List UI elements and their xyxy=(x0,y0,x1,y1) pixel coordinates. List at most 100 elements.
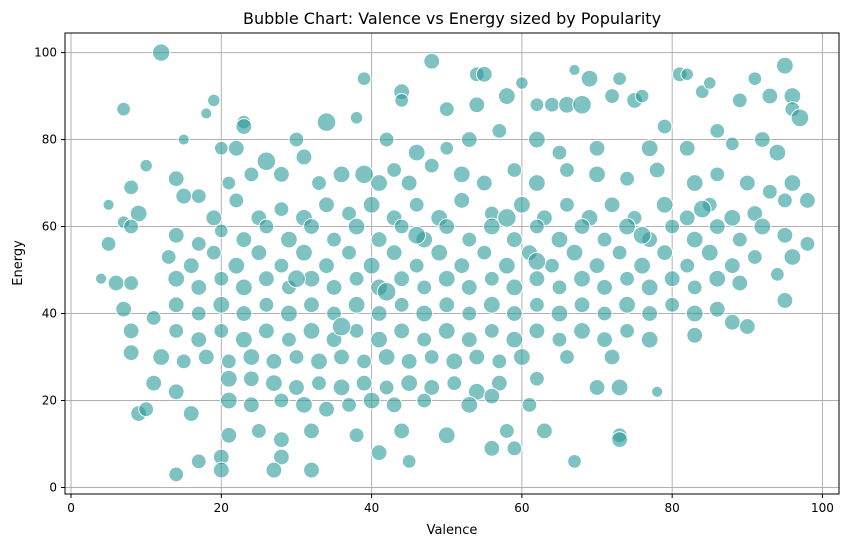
bubble-point xyxy=(475,174,493,192)
bubble-point xyxy=(234,278,253,297)
bubble-point xyxy=(776,226,794,244)
bubble-point xyxy=(506,162,523,178)
bubble-point xyxy=(619,170,635,187)
bubble-point xyxy=(326,231,342,248)
bubble-point xyxy=(610,378,629,397)
bubble-point xyxy=(483,439,501,457)
bubble-point xyxy=(529,97,545,113)
bubbles xyxy=(94,43,816,483)
bubble-point xyxy=(265,352,283,370)
bubble-point xyxy=(265,461,283,479)
bubble-point xyxy=(468,96,486,114)
grid xyxy=(65,33,839,494)
bubble-point xyxy=(129,204,148,223)
bubble-point xyxy=(318,400,335,418)
bubble-point xyxy=(423,379,441,396)
bubble-point xyxy=(393,270,411,288)
bubble-point xyxy=(122,344,140,362)
bubble-point xyxy=(483,323,500,339)
bubble-point xyxy=(123,275,140,291)
bubble-point xyxy=(341,396,357,413)
bubble-point xyxy=(640,330,659,349)
bubble-point xyxy=(460,131,478,148)
bubble-point xyxy=(580,69,599,88)
bubble-point xyxy=(393,296,410,313)
bubble-point xyxy=(348,323,365,339)
bubble-point xyxy=(273,431,290,449)
bubble-point xyxy=(799,192,816,209)
bubble-point xyxy=(332,165,351,184)
bubble-point xyxy=(356,353,372,370)
bubble-point xyxy=(529,296,545,313)
bubble-point xyxy=(287,269,306,289)
bubble-point xyxy=(437,269,456,288)
bubble-point xyxy=(438,218,456,235)
bubble-point xyxy=(634,88,650,104)
bubble-point xyxy=(257,322,275,340)
bubble-point xyxy=(416,331,433,348)
bubble-point xyxy=(167,269,186,288)
bubble-point xyxy=(242,348,261,366)
bubble-point xyxy=(686,326,704,344)
bubble-point xyxy=(123,179,140,196)
bubble-point xyxy=(273,257,290,274)
bubble-point xyxy=(619,270,635,287)
bubble-point xyxy=(370,231,388,248)
bubble-point xyxy=(506,440,523,457)
bubble-point xyxy=(385,396,403,414)
bubble-point xyxy=(258,296,275,313)
bubble-point xyxy=(393,218,410,235)
bubble-point xyxy=(567,454,582,469)
bubble-point xyxy=(303,296,320,314)
bubble-point xyxy=(213,323,230,339)
bubble-point xyxy=(438,296,456,314)
bubble-point xyxy=(544,96,560,113)
bubble-point xyxy=(370,305,388,322)
bubble-point xyxy=(378,131,395,148)
bubble-point xyxy=(588,139,606,157)
bubble-point xyxy=(370,174,388,192)
bubble-point xyxy=(250,423,267,439)
bubble-point xyxy=(551,144,568,161)
bubble-point xyxy=(655,195,674,214)
bubble-point xyxy=(747,71,763,87)
bubble-point xyxy=(746,249,763,265)
bubble-point xyxy=(664,296,681,313)
bubble-point xyxy=(709,166,726,183)
bubble-point xyxy=(416,392,433,409)
bubble-point xyxy=(333,348,350,366)
x-tick-label: 40 xyxy=(364,501,379,515)
bubble-point xyxy=(452,165,471,184)
bubble-point xyxy=(94,272,108,285)
bubble-point xyxy=(573,322,591,340)
bubble-point xyxy=(242,370,260,388)
bubble-point xyxy=(408,196,425,213)
bubble-point xyxy=(685,174,704,192)
bubble-point xyxy=(349,111,364,125)
bubble-point xyxy=(453,257,471,275)
bubble-point xyxy=(219,391,238,410)
bubble-point xyxy=(207,93,221,108)
bubble-point xyxy=(370,444,388,462)
bubble-point xyxy=(100,236,117,252)
bubble-point xyxy=(190,279,208,296)
bubble-point xyxy=(551,331,568,348)
bubble-point xyxy=(423,52,441,70)
bubble-point xyxy=(497,208,517,228)
bubble-point xyxy=(362,256,381,275)
bubble-point xyxy=(632,225,652,245)
bubble-point xyxy=(430,243,449,262)
bubble-point xyxy=(724,136,740,152)
bubble-point xyxy=(122,322,140,340)
bubble-point xyxy=(776,192,793,209)
bubble-point xyxy=(536,422,553,440)
bubble-point xyxy=(512,348,531,366)
bubble-point xyxy=(761,87,779,105)
bubble-point xyxy=(588,165,606,184)
bubble-point xyxy=(175,187,193,205)
bubble-point xyxy=(190,331,208,349)
bubble-point xyxy=(528,322,546,340)
bubble-point xyxy=(311,375,327,391)
bubble-point xyxy=(145,374,163,392)
bubble-point xyxy=(407,143,426,162)
